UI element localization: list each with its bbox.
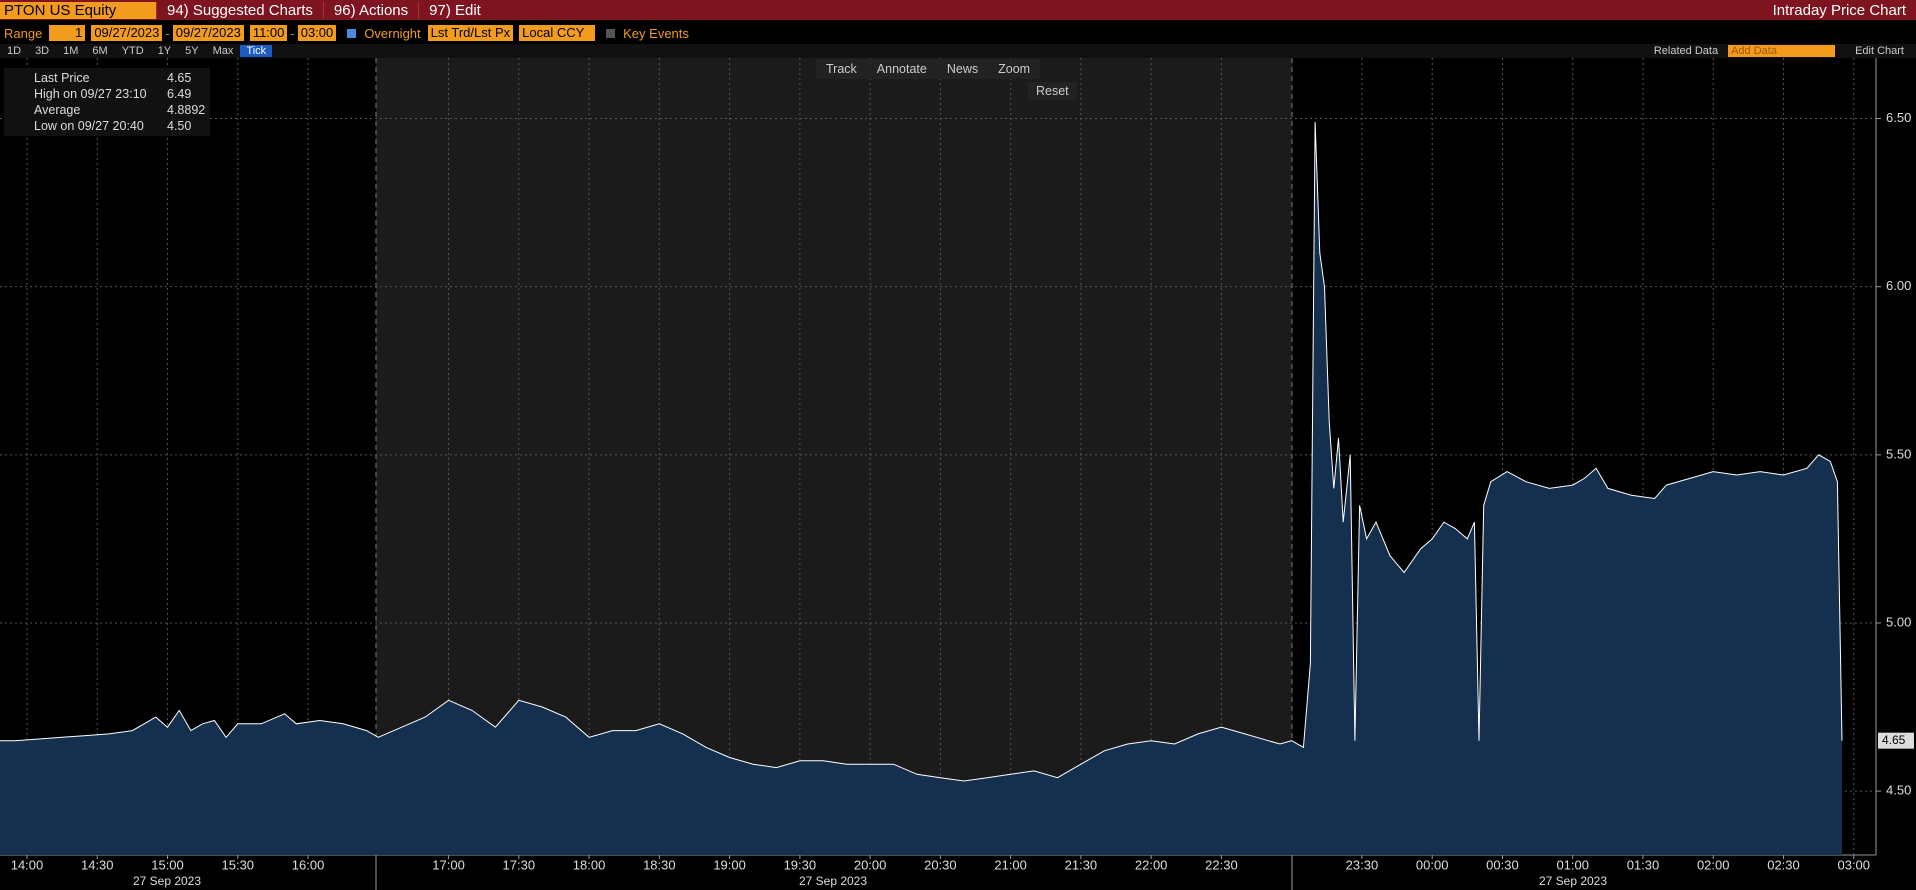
legend-row: High on 09/27 23:10 6.49	[4, 86, 210, 102]
x-tick-label: 21:00	[994, 857, 1027, 872]
legend-label: High on 09/27 23:10	[34, 87, 147, 101]
x-tick-label: 23:30	[1346, 857, 1379, 872]
edit-chart[interactable]: Edit Chart	[1855, 45, 1904, 57]
x-tick-label: 15:30	[222, 857, 255, 872]
x-tick-label: 22:00	[1135, 857, 1168, 872]
x-tick-label: 22:30	[1205, 857, 1238, 872]
x-tick-label: 00:30	[1486, 857, 1519, 872]
y-tick-label: 5.50	[1886, 446, 1911, 461]
x-tick-label: 21:30	[1065, 857, 1098, 872]
x-tick-label: 15:00	[151, 857, 184, 872]
plot-bg	[0, 58, 1876, 855]
tool-button[interactable]: Zoom	[998, 62, 1031, 76]
x-tick-label: 03:00	[1837, 857, 1870, 872]
tool-button[interactable]: Track	[826, 62, 857, 76]
date-label: 27 Sep 2023	[799, 874, 867, 888]
x-tick-label: 17:30	[503, 857, 536, 872]
range-count[interactable]: 1	[49, 25, 86, 41]
x-tick-label: 19:30	[784, 857, 817, 872]
price-line	[0, 121, 1843, 782]
overnight-check[interactable]	[347, 28, 357, 38]
start-time[interactable]: 11:00	[249, 25, 288, 41]
add-data[interactable]: Add Data	[1728, 45, 1836, 57]
chart-tools: Track Annotate News Zoom	[816, 59, 1041, 79]
currency[interactable]: Local CCY	[519, 25, 596, 41]
reset-button[interactable]: Reset	[1028, 82, 1077, 100]
legend-label: Low on 09/27 20:40	[34, 119, 144, 133]
price-area	[0, 121, 1842, 855]
menu[interactable]: 97) Edit	[418, 1, 491, 19]
price-field[interactable]: Lst Trd/Lst Px	[427, 25, 514, 41]
x-tick-label: 17:00	[432, 857, 465, 872]
start-date[interactable]: 09/27/2023	[91, 25, 163, 41]
page-title: Intraday Price Chart	[1772, 1, 1906, 19]
legend-row: Low on 09/27 20:40 4.50	[4, 118, 210, 134]
x-tick-label: 14:30	[81, 857, 114, 872]
x-tick-label: 02:30	[1767, 857, 1800, 872]
overnight-shade	[376, 58, 1292, 855]
ticker[interactable]: PTON US Equity	[0, 1, 156, 19]
tool-button[interactable]: Annotate	[876, 62, 927, 76]
x-tick-label: 16:00	[292, 857, 325, 872]
legend: Last Price 4.65 High on 09/27 23:10 6.49 Ave…	[4, 68, 210, 136]
date-label: 27 Sep 2023	[133, 874, 201, 888]
legend-row: Average 4.8892	[4, 102, 210, 118]
y-tick-label: 6.50	[1886, 110, 1911, 125]
legend-label: Average	[34, 103, 81, 117]
date-label: 27 Sep 2023	[1539, 874, 1607, 888]
period[interactable]: 1Y	[157, 45, 172, 57]
legend-value: 4.50	[167, 119, 192, 133]
x-tick-label: 14:00	[11, 857, 44, 872]
legend-value: 6.49	[167, 87, 192, 101]
period[interactable]: 5Y	[185, 45, 199, 57]
x-tick-label: 20:00	[854, 857, 887, 872]
last-price-tag	[1878, 732, 1914, 749]
x-tick-label: 02:00	[1697, 857, 1730, 872]
x-tick-label: 01:30	[1627, 857, 1660, 872]
y-tick-label: 4.50	[1886, 783, 1911, 798]
x-tick-label: 18:00	[573, 857, 606, 872]
menu[interactable]: 94) Suggested Charts	[156, 1, 323, 19]
legend-value: 4.65	[167, 71, 192, 85]
x-tick-label: 20:30	[924, 857, 957, 872]
overnight-label: Overnight	[364, 25, 421, 41]
period[interactable]: YTD	[121, 45, 144, 57]
tool-button[interactable]: News	[946, 62, 979, 76]
y-tick-label: 5.00	[1886, 614, 1911, 629]
title-bar: PTON US Equity 94) Suggested Charts 96) …	[0, 0, 1916, 20]
period[interactable]: 1D	[7, 45, 22, 57]
x-tick-label: 01:00	[1556, 857, 1589, 872]
related-data[interactable]: Related Data	[1653, 45, 1719, 57]
y-tick-label: 6.00	[1886, 278, 1911, 293]
end-time[interactable]: 03:00	[297, 25, 337, 41]
tick-button[interactable]: Tick	[240, 45, 273, 57]
menu[interactable]: 96) Actions	[322, 1, 418, 19]
period[interactable]: 1M	[63, 45, 79, 57]
legend-value: 4.8892	[167, 103, 206, 117]
period[interactable]: 6M	[92, 45, 108, 57]
period[interactable]: Max	[212, 45, 234, 57]
x-tick-label: 18:30	[643, 857, 676, 872]
legend-row: Last Price 4.65	[4, 70, 210, 86]
key-events-check[interactable]	[606, 28, 616, 38]
x-tick-label: 00:00	[1416, 857, 1449, 872]
range-bar: Range 1 09/27/2023- 09/27/2023 11:00- 03…	[0, 22, 1916, 44]
last-price-label: 4.65	[1882, 733, 1906, 747]
period-bar: 1D 3D 1M 6M YTD 1Y 5Y Max Tick Related D…	[0, 44, 1916, 58]
range-label: Range	[4, 25, 43, 41]
legend-label: Last Price	[34, 71, 90, 85]
period[interactable]: 3D	[35, 45, 50, 57]
x-tick-label: 19:00	[713, 857, 746, 872]
end-date[interactable]: 09/27/2023	[172, 25, 244, 41]
key-events-label: Key Events	[623, 25, 689, 41]
